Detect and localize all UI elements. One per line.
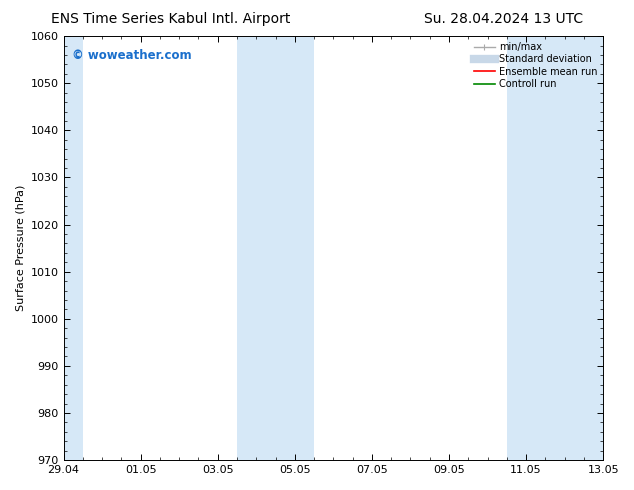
Legend: min/max, Standard deviation, Ensemble mean run, Controll run: min/max, Standard deviation, Ensemble me…	[470, 38, 601, 93]
Text: Su. 28.04.2024 13 UTC: Su. 28.04.2024 13 UTC	[424, 12, 583, 26]
Bar	[63, 36, 83, 460]
Text: © woweather.com: © woweather.com	[72, 49, 191, 62]
Text: ENS Time Series Kabul Intl. Airport: ENS Time Series Kabul Intl. Airport	[51, 12, 290, 26]
Bar	[237, 36, 314, 460]
Bar	[507, 36, 603, 460]
Y-axis label: Surface Pressure (hPa): Surface Pressure (hPa)	[15, 185, 25, 311]
